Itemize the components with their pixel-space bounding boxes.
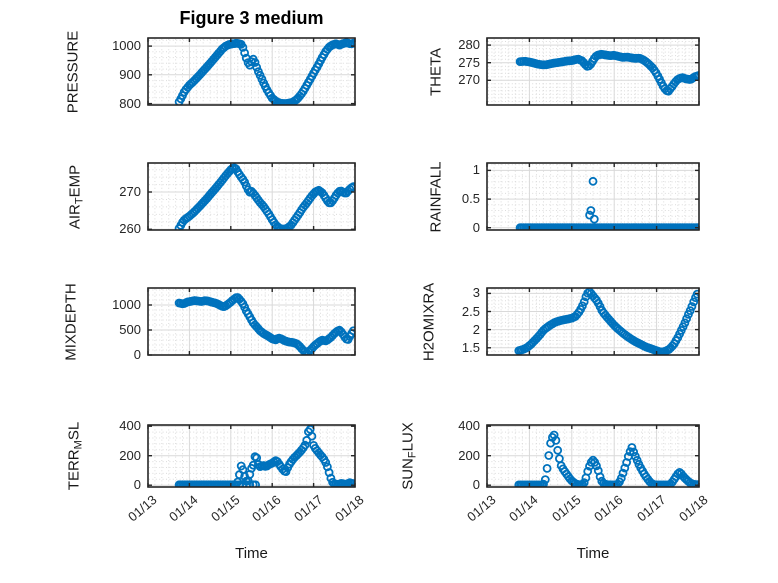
h2omixra-series-markers [514, 288, 699, 355]
minor-grid [488, 39, 698, 104]
rainfall-series-markers [515, 176, 699, 230]
tick-marks [486, 163, 700, 230]
axes-box [147, 162, 356, 231]
pressure-series-markers [174, 38, 355, 105]
major-grid [486, 163, 700, 230]
mixdepth-series-markers [174, 293, 355, 355]
minor-grid [149, 164, 354, 229]
tick-marks [147, 425, 356, 487]
air-temp-series-markers [174, 163, 355, 230]
x-axis-label-left: Time [235, 545, 268, 562]
minor-grid [488, 164, 698, 229]
axes-box [486, 287, 700, 356]
minor-grid [488, 426, 698, 486]
subplot-h2omixra [486, 287, 700, 356]
tick-marks [486, 38, 700, 105]
subplot-rainfall [486, 162, 700, 231]
axes-box [147, 287, 356, 356]
tick-marks [147, 288, 356, 356]
subplot-terr-msl [147, 424, 356, 488]
subplot-sun-flux [486, 424, 700, 488]
figure-title: Figure 3 medium [179, 8, 324, 28]
subplot-mixdepth [147, 287, 356, 356]
tick-marks [486, 425, 700, 487]
tick-marks [147, 38, 356, 105]
axes-box [486, 162, 700, 231]
theta-series-markers [515, 49, 699, 96]
subplot-pressure [147, 37, 356, 106]
sun-flux-series-markers [514, 430, 699, 487]
terr-msl-series-markers [174, 425, 355, 487]
tick-marks [486, 288, 700, 355]
axes-box [147, 37, 356, 106]
subplot-air-temp [147, 162, 356, 231]
tick-marks [147, 163, 356, 231]
x-axis-label-right: Time [576, 545, 610, 562]
axes-box [486, 37, 700, 106]
subplot-theta [486, 37, 700, 106]
